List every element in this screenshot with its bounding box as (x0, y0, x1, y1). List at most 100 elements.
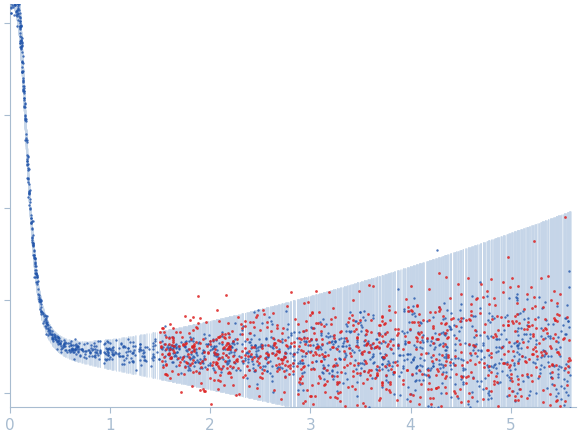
Point (268, 349, 277, 356)
Point (254, 393, 263, 400)
Point (562, 313, 571, 320)
Point (362, 330, 371, 337)
Point (491, 343, 501, 350)
Point (9, 2, 19, 9)
Point (176, 388, 186, 395)
Point (53, 338, 63, 345)
Point (107, 346, 116, 353)
Point (441, 319, 451, 326)
Point (314, 320, 323, 327)
Point (20, 103, 29, 110)
Point (23, 153, 32, 160)
Point (248, 356, 257, 363)
Point (307, 382, 317, 389)
Point (556, 402, 565, 409)
Point (329, 331, 339, 338)
Point (307, 392, 316, 399)
Point (529, 333, 538, 340)
Point (461, 365, 470, 372)
Point (206, 400, 215, 407)
Point (286, 364, 295, 371)
Point (498, 359, 507, 366)
Point (398, 327, 407, 334)
Point (191, 350, 201, 357)
Point (81, 347, 90, 354)
Point (295, 375, 305, 382)
Point (287, 331, 296, 338)
Point (447, 394, 456, 401)
Point (31, 262, 40, 269)
Point (59, 342, 68, 349)
Point (430, 329, 439, 336)
Point (271, 343, 280, 350)
Point (338, 343, 347, 350)
Point (516, 385, 525, 392)
Point (435, 350, 444, 357)
Point (218, 355, 227, 362)
Point (257, 365, 266, 372)
Point (324, 339, 334, 346)
Point (245, 382, 254, 389)
Point (22, 161, 31, 168)
Point (23, 157, 32, 164)
Point (124, 336, 133, 343)
Point (328, 338, 337, 345)
Point (227, 343, 237, 350)
Point (351, 385, 360, 392)
Point (39, 313, 48, 320)
Point (466, 404, 475, 411)
Point (563, 302, 572, 309)
Point (338, 343, 347, 350)
Point (375, 343, 384, 350)
Point (44, 332, 53, 339)
Point (545, 401, 554, 408)
Point (415, 393, 424, 400)
Point (190, 359, 200, 366)
Point (18, 78, 27, 85)
Point (405, 405, 415, 412)
Point (357, 348, 367, 355)
Point (93, 352, 102, 359)
Point (494, 336, 503, 343)
Point (56, 340, 65, 347)
Point (12, 11, 21, 18)
Point (447, 355, 456, 362)
Point (487, 434, 496, 437)
Point (553, 396, 562, 403)
Point (87, 353, 96, 360)
Point (224, 329, 233, 336)
Point (484, 362, 493, 369)
Point (227, 343, 236, 350)
Point (172, 329, 181, 336)
Point (481, 385, 490, 392)
Point (127, 357, 136, 364)
Point (329, 333, 338, 340)
Point (299, 334, 309, 341)
Point (438, 361, 447, 368)
Point (124, 359, 133, 366)
Point (155, 329, 165, 336)
Point (367, 354, 376, 361)
Point (366, 344, 375, 351)
Point (188, 356, 198, 363)
Point (129, 346, 138, 353)
Point (519, 305, 528, 312)
Point (52, 339, 61, 346)
Point (427, 357, 437, 364)
Point (356, 371, 365, 378)
Point (380, 338, 390, 345)
Point (165, 345, 175, 352)
Point (299, 338, 309, 345)
Point (200, 331, 209, 338)
Point (520, 330, 529, 337)
Point (371, 374, 380, 381)
Point (403, 350, 412, 357)
Point (439, 329, 448, 336)
Point (450, 352, 459, 359)
Point (383, 340, 393, 347)
Point (484, 309, 494, 316)
Point (556, 353, 565, 360)
Point (169, 359, 178, 366)
Point (281, 341, 290, 348)
Point (188, 343, 198, 350)
